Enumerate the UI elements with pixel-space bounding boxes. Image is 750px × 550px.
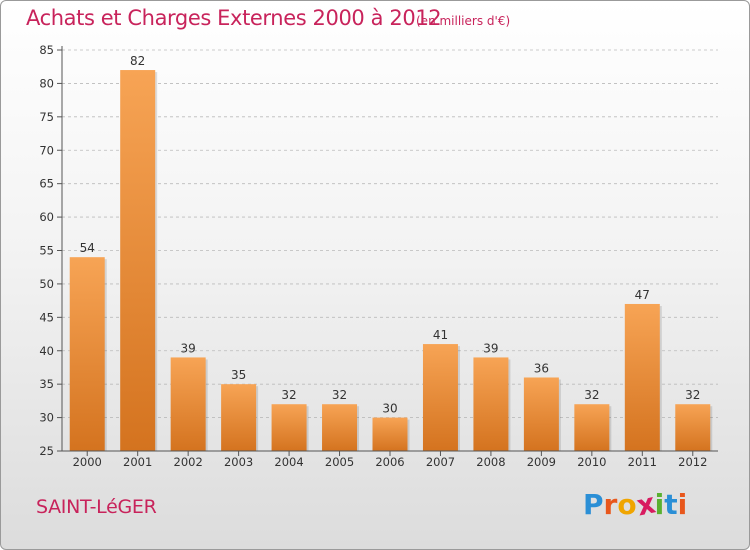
y-tick-label: 75 <box>39 110 54 124</box>
data-label: 30 <box>382 402 397 416</box>
data-label: 41 <box>433 328 448 342</box>
grid-layer <box>62 49 718 418</box>
data-label: 32 <box>584 388 599 402</box>
proxiti-logo[interactable]: Proxiti <box>583 486 688 522</box>
y-tick-label: 60 <box>39 210 54 224</box>
y-tick-label: 80 <box>39 76 54 90</box>
data-label: 32 <box>332 388 347 402</box>
x-tick-label: 2000 <box>73 455 102 469</box>
x-tick-label: 2010 <box>577 455 606 469</box>
bar <box>69 257 105 451</box>
logo-letter: P <box>583 488 604 521</box>
logo-letter: i <box>654 488 665 521</box>
bar <box>120 70 156 452</box>
y-tick-label: 50 <box>39 277 54 291</box>
x-tick-label: 2004 <box>274 455 303 469</box>
y-tick-label: 45 <box>39 310 54 324</box>
data-label: 47 <box>635 288 650 302</box>
bar <box>221 384 257 451</box>
bar <box>473 357 509 451</box>
data-label: 39 <box>483 341 498 355</box>
data-label: 54 <box>80 241 95 255</box>
y-tick-label: 55 <box>39 244 54 258</box>
data-label: 36 <box>534 361 549 375</box>
x-tick-label: 2007 <box>426 455 455 469</box>
axis-layer: 25 30 35 40 45 50 55 60 65 70 75 80 85 2000 2001 2002 20… <box>39 43 718 469</box>
bar <box>523 377 559 451</box>
data-label: 32 <box>281 388 296 402</box>
x-tick-label: 2012 <box>678 455 707 469</box>
x-tick-label: 2011 <box>628 455 657 469</box>
x-tick-label: 2008 <box>476 455 505 469</box>
y-tick-label: 30 <box>39 411 54 425</box>
y-tick-label: 40 <box>39 344 54 358</box>
bar <box>574 404 610 451</box>
x-tick-label: 2005 <box>325 455 354 469</box>
chart-title: Achats et Charges Externes 2000 à 2012 <box>26 6 442 30</box>
y-tick-label: 35 <box>39 377 54 391</box>
data-label: 39 <box>181 341 196 355</box>
bars-layer: 54 82 39 35 32 32 30 41 39 36 32 47 32 <box>69 54 713 452</box>
chart-unit: (en milliers d'€) <box>416 14 511 28</box>
logo-letter: t <box>664 488 678 521</box>
bar <box>675 404 711 451</box>
data-label: 82 <box>130 54 145 68</box>
logo-letter: o <box>617 488 637 521</box>
bar <box>422 344 458 451</box>
data-label: 32 <box>685 388 700 402</box>
x-tick-label: 2001 <box>123 455 152 469</box>
x-tick-label: 2006 <box>375 455 404 469</box>
bar <box>271 404 307 451</box>
bar <box>372 417 408 451</box>
city-name: SAINT-LéGER <box>36 496 157 518</box>
x-tick-label: 2003 <box>224 455 253 469</box>
bar <box>322 404 358 451</box>
x-tick-label: 2002 <box>174 455 203 469</box>
data-label: 35 <box>231 368 246 382</box>
y-tick-label: 70 <box>39 143 54 157</box>
y-tick-label: 25 <box>39 444 54 458</box>
logo-letter: r <box>603 488 618 521</box>
x-tick-label: 2009 <box>527 455 556 469</box>
bar <box>624 303 660 451</box>
bar <box>170 357 206 451</box>
y-tick-label: 65 <box>39 177 54 191</box>
y-tick-label: 85 <box>39 43 54 57</box>
logo-letter: i <box>677 488 688 521</box>
